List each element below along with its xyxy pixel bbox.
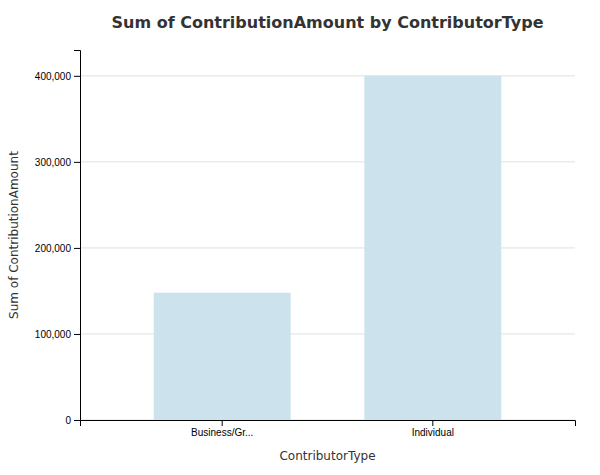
x-axis-title: ContributorType [279, 449, 375, 463]
y-tick-mark [74, 420, 80, 421]
bars [154, 76, 502, 420]
x-tick-mark [222, 420, 223, 426]
y-tick-mark [74, 76, 80, 77]
x-tick: Individual [412, 420, 454, 438]
x-tick-mark [432, 420, 433, 426]
y-tick-label: 100,000 [35, 329, 72, 340]
y-tick-mark [74, 162, 80, 163]
bar [364, 76, 501, 420]
y-axis-title: Sum of ContributionAmount [7, 151, 21, 319]
x-tick-label: Individual [412, 427, 454, 438]
y-tick: 200,000 [35, 243, 80, 254]
x-tick-label: Business/Gr... [191, 427, 253, 438]
y-tick: 0 [65, 415, 80, 426]
x-axis: Business/Gr... Individual [81, 420, 576, 438]
y-axis: 0 100,000 200,000 300,000 400,000 [35, 51, 81, 426]
x-axis-line [81, 421, 576, 427]
y-tick: 100,000 [35, 329, 80, 340]
chart-container: 0 100,000 200,000 300,000 400,000 Business/Gr… [0, 0, 600, 475]
y-tick-label: 200,000 [35, 243, 72, 254]
y-axis-line [74, 51, 81, 421]
chart-svg: 0 100,000 200,000 300,000 400,000 Business/Gr… [0, 0, 600, 475]
x-tick: Business/Gr... [191, 420, 253, 438]
title: Sum of ContributionAmount by Contributor… [112, 13, 544, 32]
plot-area: 0 100,000 200,000 300,000 400,000 Business/Gr… [35, 51, 576, 439]
y-tick-mark [74, 334, 80, 335]
y-tick-label: 300,000 [35, 157, 72, 168]
y-tick: 400,000 [35, 71, 80, 82]
grid [80, 76, 575, 420]
y-tick-label: 0 [65, 415, 71, 426]
y-tick: 300,000 [35, 157, 80, 168]
bar [154, 293, 291, 420]
y-tick-mark [74, 248, 80, 249]
y-tick-label: 400,000 [35, 71, 72, 82]
